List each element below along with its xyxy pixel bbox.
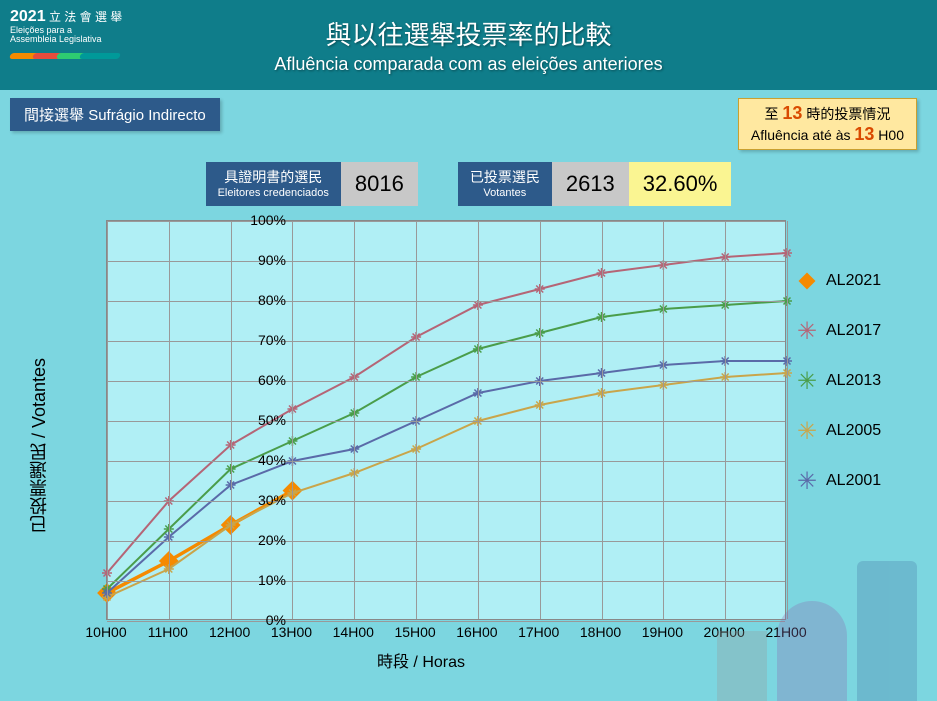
stat-credenciados-label: 具證明書的選民 Eleitores credenciados xyxy=(206,162,341,206)
election-type-badge: 間接選舉 Sufrágio Indirecto xyxy=(10,98,220,131)
page-root: 2021 立 法 會 選 舉 Eleições para a Assemblei… xyxy=(0,0,937,701)
gridline-h xyxy=(107,261,785,262)
legend-item: ✳ AL2001 xyxy=(796,470,881,492)
y-tick: 40% xyxy=(242,452,286,468)
logo-text-zh: 立 法 會 選 舉 xyxy=(49,10,122,24)
legend-item: ✳ AL2013 xyxy=(796,370,881,392)
x-tick: 19H00 xyxy=(642,624,683,640)
gridline-v xyxy=(292,221,293,619)
chart-area: 已投票選民 / Votantes 時段 / Horas AL2021 ✳ AL201… xyxy=(22,210,922,680)
series-line xyxy=(107,301,787,589)
legend-label: AL2005 xyxy=(826,422,881,440)
gridline-v xyxy=(540,221,541,619)
x-tick: 18H00 xyxy=(580,624,621,640)
y-tick: 80% xyxy=(242,292,286,308)
gridline-v xyxy=(416,221,417,619)
x-tick: 10H00 xyxy=(85,624,126,640)
y-tick: 50% xyxy=(242,412,286,428)
gridline-h xyxy=(107,301,785,302)
gridline-v xyxy=(725,221,726,619)
stat-credenciados-value: 8016 xyxy=(341,162,418,206)
gridline-v xyxy=(663,221,664,619)
logo-year: 2021 xyxy=(10,8,46,25)
plot-area xyxy=(106,220,786,620)
stat-votantes-label: 已投票選民 Votantes xyxy=(458,162,552,206)
page-title-pt: Afluência comparada com as eleições ante… xyxy=(274,54,662,75)
y-tick: 10% xyxy=(242,572,286,588)
gridline-v xyxy=(478,221,479,619)
diamond-icon xyxy=(796,270,818,292)
gridline-v xyxy=(107,221,108,619)
chart-inner: 時段 / Horas AL2021✳AL2017✳AL2013✳AL2005✳A… xyxy=(56,210,922,680)
legend-label: AL2013 xyxy=(826,372,881,390)
gridline-h xyxy=(107,421,785,422)
legend-label: AL2021 xyxy=(826,272,881,290)
x-tick: 12H00 xyxy=(209,624,250,640)
gridline-h xyxy=(107,341,785,342)
stat-credenciados: 具證明書的選民 Eleitores credenciados 8016 xyxy=(206,162,418,206)
gridline-v xyxy=(169,221,170,619)
logo-sub: Eleições para a Assembleia Legislativa xyxy=(10,26,122,44)
asterisk-icon: ✳ xyxy=(796,470,818,492)
legend-item: ✳ AL2017 xyxy=(796,320,881,342)
x-tick: 14H00 xyxy=(333,624,374,640)
chart-lines xyxy=(107,221,785,619)
asterisk-icon: ✳ xyxy=(796,420,818,442)
logo-bars-icon xyxy=(10,48,122,62)
gridline-v xyxy=(231,221,232,619)
y-tick: 70% xyxy=(242,332,286,348)
gridline-h xyxy=(107,621,785,622)
y-tick: 100% xyxy=(242,212,286,228)
subheader: 間接選舉 Sufrágio Indirecto 至 13 時的投票情況 Aflu… xyxy=(0,90,937,150)
logo-area: 2021 立 法 會 選 舉 Eleições para a Assemblei… xyxy=(10,8,122,62)
gridline-v xyxy=(602,221,603,619)
gridline-h xyxy=(107,541,785,542)
x-axis-label: 時段 / Horas xyxy=(56,648,786,672)
status-line-pt: Afluência até às 13 H00 xyxy=(751,124,904,145)
gridline-h xyxy=(107,461,785,462)
legend-item: AL2021 xyxy=(796,270,881,292)
x-tick: 17H00 xyxy=(518,624,559,640)
stat-votantes-value: 2613 xyxy=(552,162,629,206)
gridline-h xyxy=(107,581,785,582)
y-tick: 60% xyxy=(242,372,286,388)
gridline-v xyxy=(787,221,788,619)
gridline-h xyxy=(107,501,785,502)
legend-label: AL2001 xyxy=(826,472,881,490)
stats-row: 具證明書的選民 Eleitores credenciados 8016 已投票選… xyxy=(0,162,937,206)
status-line-zh: 至 13 時的投票情況 xyxy=(751,103,904,124)
header: 2021 立 法 會 選 舉 Eleições para a Assemblei… xyxy=(0,0,937,90)
x-tick: 21H00 xyxy=(765,624,806,640)
series-line xyxy=(107,361,787,593)
stat-votantes-pct: 32.60% xyxy=(629,162,732,206)
y-tick: 20% xyxy=(242,532,286,548)
gridline-h xyxy=(107,381,785,382)
x-tick: 13H00 xyxy=(271,624,312,640)
x-tick: 20H00 xyxy=(704,624,745,640)
page-title-zh: 與以往選舉投票率的比較 xyxy=(325,15,611,52)
y-axis-label: 已投票選民 / Votantes xyxy=(22,210,56,680)
x-tick: 16H00 xyxy=(456,624,497,640)
asterisk-icon: ✳ xyxy=(796,370,818,392)
status-box: 至 13 時的投票情況 Afluência até às 13 H00 xyxy=(738,98,917,150)
asterisk-icon: ✳ xyxy=(796,320,818,342)
legend: AL2021 ✳ AL2017 ✳ AL2013 ✳ AL2005 ✳ AL2001 xyxy=(796,270,881,520)
gridline-v xyxy=(354,221,355,619)
legend-item: ✳ AL2005 xyxy=(796,420,881,442)
gridline-h xyxy=(107,221,785,222)
legend-label: AL2017 xyxy=(826,322,881,340)
y-tick: 30% xyxy=(242,492,286,508)
stat-votantes: 已投票選民 Votantes 2613 32.60% xyxy=(458,162,732,206)
y-tick: 90% xyxy=(242,252,286,268)
x-tick: 15H00 xyxy=(394,624,435,640)
x-tick: 11H00 xyxy=(148,624,188,640)
